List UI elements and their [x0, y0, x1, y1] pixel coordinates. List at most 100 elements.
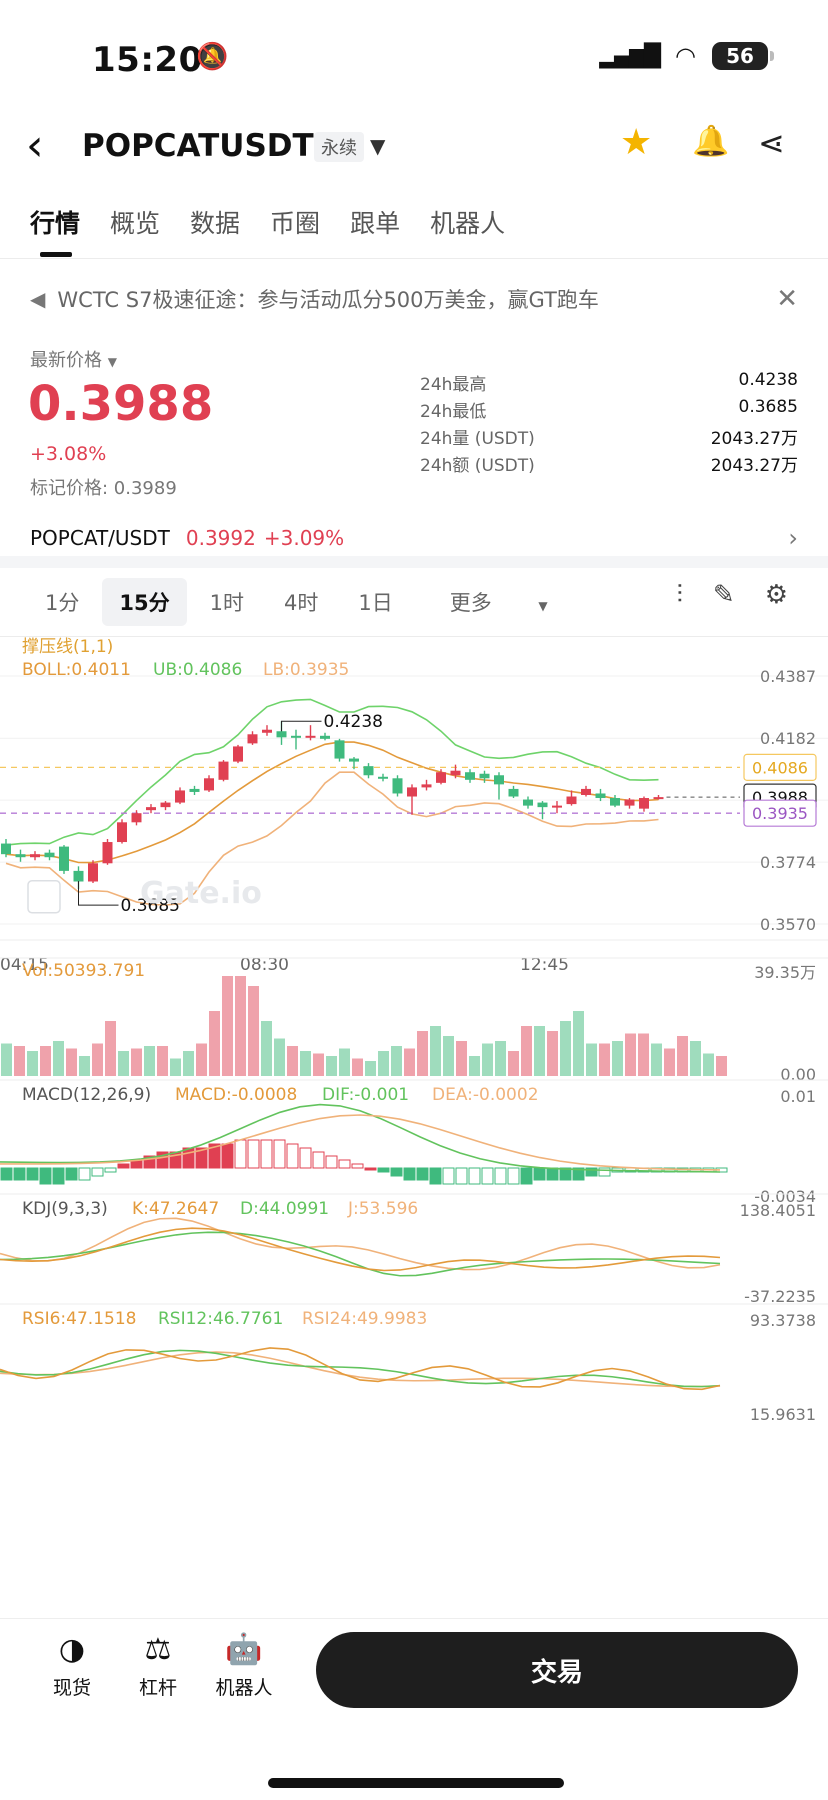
macd-hist-bar — [533, 1167, 546, 1181]
alert-bell-icon[interactable]: 🔔 — [692, 124, 730, 159]
indicator-icon[interactable]: ⫶ — [676, 580, 683, 610]
margin-icon: ⚖ — [144, 1632, 172, 1667]
volume-bar — [157, 1046, 168, 1076]
volume-bar — [560, 1021, 571, 1076]
tab-market[interactable]: 行情 — [30, 209, 81, 238]
chevron-right-icon[interactable]: › — [788, 524, 798, 552]
star-icon[interactable]: ★ — [620, 122, 653, 163]
macd-min-label: -0.0034 — [754, 1187, 816, 1206]
interval-15m[interactable]: 15分 — [102, 578, 187, 626]
latest-price-label[interactable]: 最新价格 ▼ — [30, 346, 117, 372]
stats-24h: 24h最高 0.4238 24h最低 0.3685 24h量 (USDT) 2043.… — [420, 370, 798, 478]
volume-bar — [352, 1058, 363, 1076]
interval-1m[interactable]: 1分 — [45, 591, 80, 615]
macd-hist-bar — [273, 1139, 286, 1169]
dea-line — [0, 1114, 721, 1171]
interval-1d[interactable]: 1日 — [358, 591, 393, 615]
notice-banner[interactable]: ◀ WCTC S7极速征途：参与活动瓜分500万美金，赢GT跑车 — [30, 284, 800, 314]
candle-body — [131, 813, 142, 823]
trade-button[interactable]: 交易 — [316, 1632, 798, 1708]
price-axis-label: 0.4182 — [760, 729, 816, 748]
draw-pen-icon[interactable]: ✎ — [712, 580, 735, 610]
candle-body — [175, 790, 185, 803]
main-tabs: 行情 概览 数据 币圈 跟单 机器人 — [30, 204, 505, 240]
candlestick-chart[interactable]: 0.4387 0.4182 0.3774 0.3570 0.4238 0.3685 0.40… — [0, 628, 828, 1618]
volume-bar — [443, 1036, 454, 1076]
spot-link[interactable]: POPCAT/USDT 0.3992 +3.09% — [30, 526, 344, 550]
volume-bar — [651, 1043, 662, 1076]
candle-body — [610, 798, 620, 806]
section-separator — [0, 556, 828, 568]
macd-hist-bar — [468, 1167, 481, 1185]
candle-body — [218, 761, 229, 780]
volume-bar — [534, 1026, 545, 1076]
volume-bar — [27, 1051, 38, 1076]
candle-body — [73, 870, 84, 882]
candle-body — [102, 842, 113, 864]
macd-hist-bar — [195, 1147, 208, 1169]
spot-icon: ◑ — [58, 1632, 86, 1667]
macd-hist-bar — [429, 1167, 442, 1185]
macd-hist-bar — [182, 1147, 195, 1169]
interval-4h[interactable]: 4时 — [283, 591, 319, 615]
share-icon[interactable]: ⋖ — [758, 124, 785, 162]
macd-hist-bar — [442, 1167, 455, 1185]
tab-data[interactable]: 数据 — [190, 209, 241, 238]
macd-hist-bar — [559, 1167, 572, 1181]
bottom-nav-bot[interactable]: 🤖 机器人 — [204, 1632, 284, 1700]
stat-value: 2043.27万 — [710, 456, 798, 476]
candle-body — [494, 775, 504, 785]
volume-bar — [599, 1043, 610, 1076]
volume-label: Vol:50393.791 — [22, 961, 145, 981]
chart-tools: ⫶ ✎ ⚙ — [676, 580, 788, 611]
macd-hist-bar — [299, 1147, 312, 1169]
macd-hist-bar — [0, 1167, 13, 1181]
back-icon[interactable]: ‹ — [26, 120, 44, 171]
boll-upper-value: UB:0.4086 — [153, 660, 242, 680]
lb-price-tag-box — [743, 799, 817, 827]
macd-hist-bar — [208, 1143, 221, 1169]
interval-1h[interactable]: 1时 — [209, 591, 244, 615]
candle-body — [88, 863, 98, 882]
tab-overview[interactable]: 概览 — [110, 209, 161, 238]
rsi24-line — [0, 1351, 721, 1388]
tab-community[interactable]: 币圈 — [270, 209, 321, 238]
macd-hist-bar — [364, 1167, 377, 1171]
tab-copy-trade[interactable]: 跟单 — [350, 209, 401, 238]
volume-bar — [313, 1053, 324, 1076]
macd-hist-bar — [403, 1167, 416, 1181]
kdj-d-line — [0, 1231, 721, 1277]
lb-price-tag: 0.3935 — [752, 804, 808, 823]
volume-bar — [677, 1036, 688, 1076]
volume-bar — [456, 1041, 467, 1076]
macd-hist-bar — [325, 1155, 338, 1169]
bottom-nav-spot[interactable]: ◑ 现货 — [32, 1632, 112, 1700]
stat-value: 0.4238 — [738, 370, 798, 390]
macd-hist-bar — [26, 1167, 39, 1181]
tab-bots[interactable]: 机器人 — [430, 209, 506, 238]
volume-bar — [703, 1053, 714, 1076]
volume-bar — [508, 1051, 519, 1076]
stat-row: 24h量 (USDT) 2043.27万 — [420, 424, 798, 451]
candle-body — [378, 776, 388, 779]
price-change: +3.08% — [30, 443, 107, 465]
bottom-nav-margin[interactable]: ⚖ 杠杆 — [118, 1632, 198, 1700]
interval-more[interactable]: 更多 ▼ — [416, 578, 588, 626]
chevron-down-icon: ▼ — [538, 599, 548, 613]
close-icon[interactable]: ✕ — [776, 284, 798, 314]
battery-icon: 56 — [712, 42, 774, 70]
pair-title[interactable]: POPCATUSDT — [82, 128, 314, 164]
macd-hist-bar — [117, 1163, 130, 1169]
settings-icon[interactable]: ⚙ — [764, 580, 788, 610]
stat-row: 24h最高 0.4238 — [420, 370, 798, 397]
chevron-down-icon[interactable]: ▼ — [370, 134, 386, 158]
volume-bar — [365, 1061, 376, 1076]
volume-bar — [235, 976, 246, 1076]
candle-body — [15, 854, 26, 858]
macd-hist-bar — [572, 1167, 585, 1181]
macd-hist-bar — [286, 1143, 299, 1169]
kdj-d-value: D:44.0991 — [240, 1199, 329, 1219]
ub-price-tag: 0.4086 — [752, 758, 808, 777]
ub-price-tag-box — [743, 753, 817, 781]
volume-bar — [261, 1021, 272, 1076]
